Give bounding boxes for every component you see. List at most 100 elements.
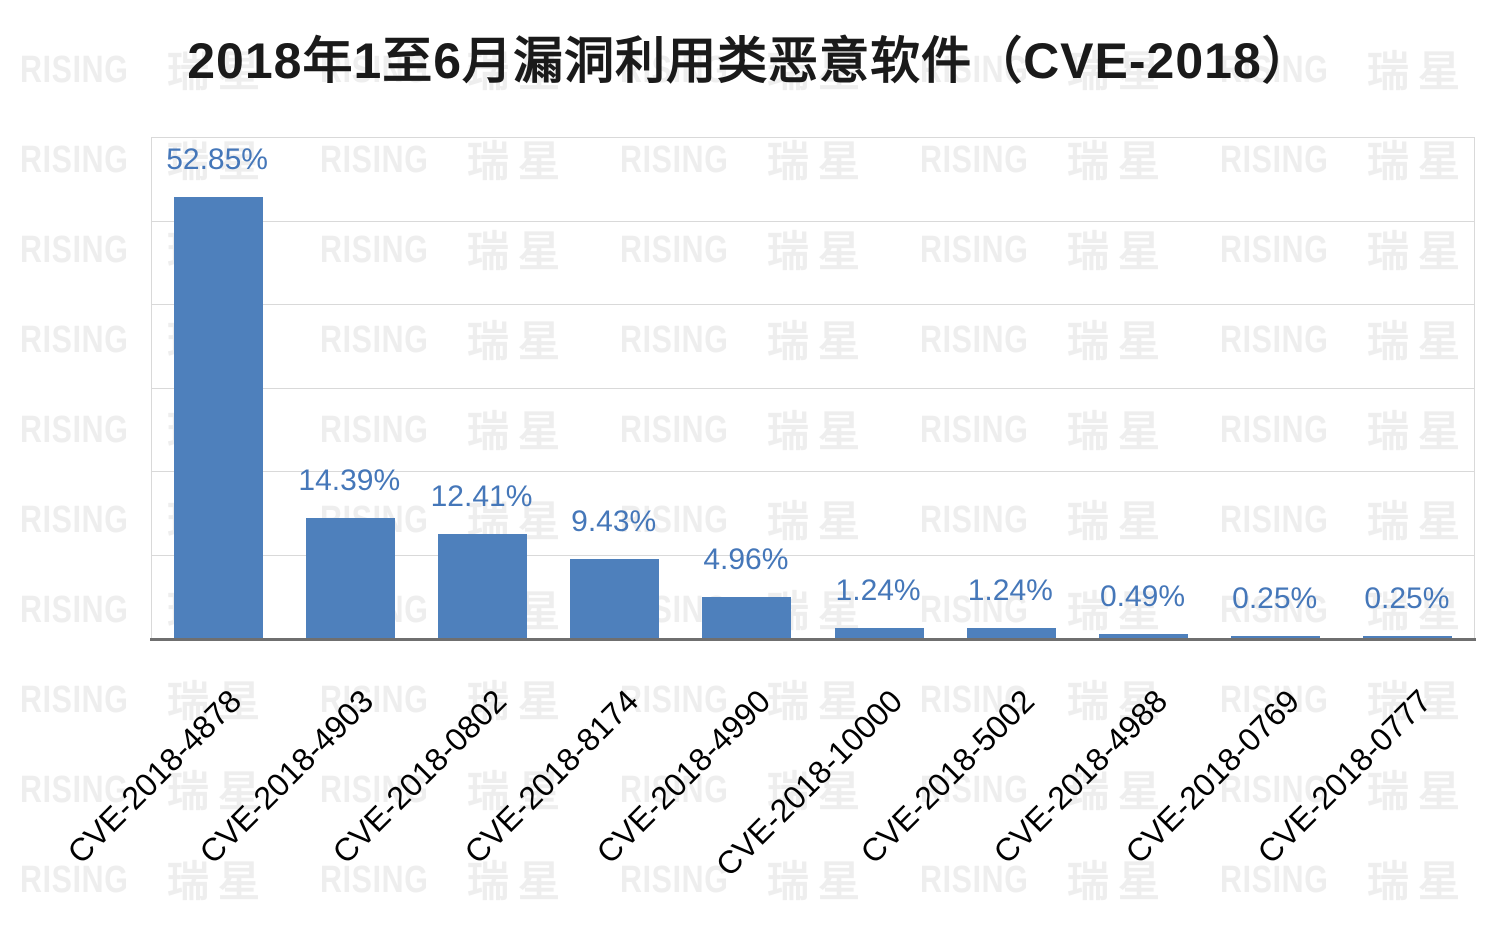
watermark-ruixing-text: 瑞星 (467, 408, 570, 455)
watermark-ruixing-text: 瑞星 (767, 498, 870, 545)
watermark-ruixing-text: 瑞星 (767, 678, 870, 725)
watermark-rising-logo: RISING (1220, 317, 1329, 361)
value-label: 0.49% (1099, 579, 1186, 613)
watermark-ruixing-text: 瑞星 (1367, 498, 1470, 545)
watermark-ruixing-text: 瑞星 (1367, 768, 1470, 815)
watermark-rising-logo: RISING (20, 47, 129, 91)
watermark-rising-logo: RISING (20, 497, 129, 541)
bar (1099, 633, 1188, 638)
watermark-rising-logo: RISING (1220, 407, 1329, 451)
watermark-ruixing-text: 瑞星 (167, 858, 270, 905)
watermark-rising-logo: RISING (620, 407, 729, 451)
watermark-ruixing-text: 瑞星 (467, 318, 570, 365)
gridline (152, 554, 1474, 556)
value-label: 0.25% (1232, 581, 1318, 615)
bar (305, 517, 395, 638)
bar (834, 627, 924, 638)
watermark-ruixing-text: 瑞星 (1367, 48, 1470, 95)
bar (966, 627, 1056, 638)
watermark-rising-logo: RISING (920, 317, 1029, 361)
bar (173, 196, 263, 638)
bar (570, 559, 660, 638)
watermark-rising-logo: RISING (620, 47, 729, 91)
watermark-ruixing-text: 瑞星 (167, 678, 270, 725)
watermark-rising-logo: RISING (20, 137, 129, 181)
watermark-ruixing-text: 瑞星 (767, 858, 870, 905)
watermark-rising-logo: RISING (20, 407, 129, 451)
watermark-ruixing-text: 瑞星 (1367, 588, 1470, 635)
watermark-ruixing-text: 瑞星 (1367, 408, 1470, 455)
watermark-rising-logo: RISING (920, 497, 1029, 541)
watermark-ruixing-text: 瑞星 (767, 48, 870, 95)
gridline (152, 471, 1474, 472)
watermark-rising-logo: RISING (20, 227, 129, 271)
watermark-rising-logo: RISING (920, 137, 1029, 181)
gridline (152, 387, 1474, 389)
watermark-ruixing-text: 瑞星 (1067, 138, 1170, 185)
bar (438, 534, 527, 638)
watermark-rising-logo: RISING (320, 227, 429, 271)
watermark-ruixing-text: 瑞星 (467, 48, 570, 95)
watermark-ruixing-text: 瑞星 (1367, 858, 1470, 905)
watermark-rising-logo: RISING (920, 767, 1029, 811)
watermark-ruixing-text: 瑞星 (467, 678, 570, 725)
watermark-rising-logo: RISING (20, 857, 129, 901)
watermark-rising-logo: RISING (320, 317, 429, 361)
watermark-rising-logo: RISING (1220, 857, 1329, 901)
watermark-rising-logo: RISING (1220, 587, 1329, 631)
watermark-ruixing-text: 瑞星 (1367, 138, 1470, 185)
watermark-rising-logo: RISING (1220, 767, 1329, 811)
watermark-ruixing-text: 瑞星 (767, 138, 870, 185)
watermark-rising-logo: RISING (620, 137, 729, 181)
watermark-rising-logo: RISING (320, 857, 429, 901)
watermark-rising-logo: RISING (620, 317, 729, 361)
watermark-ruixing-text: 瑞星 (467, 858, 570, 905)
watermark-ruixing-text: 瑞星 (167, 768, 270, 815)
gridline (152, 220, 1474, 222)
value-label: 52.85% (166, 142, 268, 176)
watermark-rising-logo: RISING (320, 137, 429, 181)
watermark-rising-logo: RISING (1220, 47, 1329, 91)
watermark-ruixing-text: 瑞星 (1367, 318, 1470, 365)
watermark-rising-logo: RISING (920, 227, 1029, 271)
watermark-rising-logo: RISING (1220, 137, 1329, 181)
watermark-ruixing-text: 瑞星 (467, 138, 570, 185)
watermark-ruixing-text: 瑞星 (167, 138, 270, 185)
watermark-ruixing-text: 瑞星 (1067, 768, 1170, 815)
watermark-ruixing-text: 瑞星 (1067, 858, 1170, 905)
watermark-rising-logo: RISING (20, 587, 129, 631)
value-label: 1.24% (967, 573, 1053, 607)
watermark-ruixing-text: 瑞星 (1067, 228, 1170, 275)
gridline (152, 137, 1474, 138)
watermark-rising-logo: RISING (920, 587, 1029, 631)
